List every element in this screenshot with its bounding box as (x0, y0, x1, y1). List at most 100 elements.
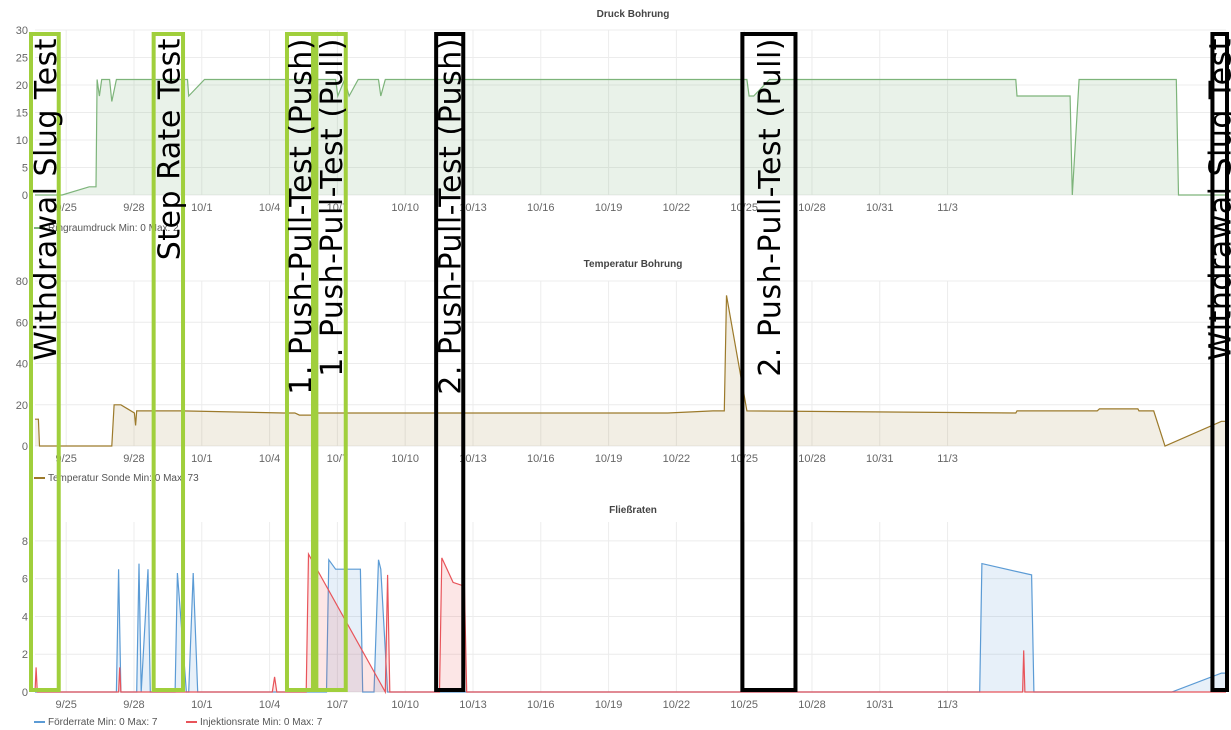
series-area-temperatur-sonde (35, 295, 1226, 446)
x-tick-label: 10/31 (866, 453, 894, 465)
series-line-injektionsrate (34, 551, 1226, 695)
y-tick-label: 2 (22, 649, 28, 661)
y-tick-label: 15 (16, 108, 28, 120)
x-tick-label: 9/28 (123, 453, 144, 465)
series-temperature (35, 295, 1226, 447)
chart-title-temperature: Temperatur Bohrung (584, 259, 683, 270)
x-tick-label: 10/22 (663, 699, 691, 711)
x-axis-temperature: 9/25 9/28 10/1 10/4 10/7 10/10 10/13 10/16 10/19… (55, 453, 957, 465)
series-pressure (35, 77, 1226, 196)
series-area-injektionsrate (35, 554, 1226, 692)
x-tick-label: 9/25 (55, 453, 76, 465)
y-tick-label: 30 (16, 25, 28, 37)
y-tick-label: 80 (16, 276, 28, 288)
annotation-label: 2. Push-Pull-Test (Pull) (753, 38, 788, 377)
chart-title-flow: Fließraten (609, 505, 657, 516)
x-tick-label: 10/25 (730, 699, 758, 711)
x-tick-label: 10/1 (191, 202, 212, 214)
x-tick-label: 9/28 (123, 202, 144, 214)
x-tick-label: 10/7 (327, 699, 348, 711)
annotation-box (29, 32, 61, 692)
y-tick-label: 60 (16, 317, 28, 329)
x-tick-label: 9/25 (55, 699, 76, 711)
legend-label-injektionsrate: Injektionsrate Min: 0 Max: 7 (200, 717, 323, 728)
series-line-f-rderrate (35, 557, 1226, 693)
x-tick-label: 10/19 (595, 453, 623, 465)
annotation-label: 1. Push-Pull-Test (Pull) (315, 38, 350, 377)
x-tick-label: 9/25 (55, 202, 76, 214)
x-tick-label: 9/28 (123, 699, 144, 711)
x-tick-label: 10/16 (527, 453, 555, 465)
annotation-label: Step Rate Test (152, 38, 187, 260)
x-tick-label: 10/16 (527, 202, 555, 214)
grid-flow (35, 522, 1226, 693)
y-axis-flow: 0 2 4 6 8 (22, 536, 28, 699)
panel-pressure: Druck Bohrung 0 5 10 15 20 25 30 9/25 9/28 10/1 1… (16, 9, 1226, 234)
panel-flow: Fließraten 0 2 4 6 8 9/25 9/28 10/1 10/4 10/7 10/… (22, 505, 1226, 728)
x-tick-label: 10/13 (459, 453, 487, 465)
x-tick-label: 10/31 (866, 699, 894, 711)
x-tick-label: 10/7 (327, 202, 348, 214)
x-tick-label: 10/22 (663, 453, 691, 465)
legend-label-foerderrate: Förderrate Min: 0 Max: 7 (48, 717, 158, 728)
x-tick-label: 10/1 (191, 699, 212, 711)
x-tick-label: 10/4 (259, 453, 280, 465)
x-tick-label: 10/31 (866, 202, 894, 214)
series-line-temperatur-sonde (35, 295, 1226, 447)
annotation-label: 2. Push-Pull-Test (Push) (434, 38, 469, 395)
y-tick-label: 20 (16, 80, 28, 92)
y-tick-label: 8 (22, 536, 28, 548)
chart-title-pressure: Druck Bohrung (597, 9, 670, 20)
x-tick-label: 10/22 (663, 202, 691, 214)
x-tick-label: 10/7 (327, 453, 348, 465)
legend-flow[interactable]: Förderrate Min: 0 Max: 7 Injektionsrate … (34, 717, 323, 728)
grid-temperature (35, 280, 1226, 447)
series-area-ringraumdruck (35, 79, 1226, 195)
series-flow (34, 551, 1226, 695)
x-tick-label: 10/4 (259, 202, 280, 214)
y-tick-label: 40 (16, 359, 28, 371)
x-tick-label: 10/10 (391, 202, 419, 214)
series-area-f-rderrate (35, 559, 1226, 692)
x-tick-label: 10/1 (191, 453, 212, 465)
y-tick-label: 5 (22, 163, 28, 175)
annotation-label: Withdrawal Slug Test (1204, 38, 1231, 361)
legend-pressure[interactable]: Ringraumdruck Min: 0 Max: 2 (34, 223, 179, 234)
panel-temperature: Temperatur Bohrung 0 20 40 60 80 9/25 9/28 10/… (16, 259, 1226, 484)
y-tick-label: 0 (22, 190, 28, 202)
annotation-box (434, 32, 466, 692)
y-tick-label: 25 (16, 53, 28, 65)
x-tick-label: 10/16 (527, 699, 555, 711)
x-axis-pressure: 9/25 9/28 10/1 10/4 10/7 10/10 10/13 10/16 10/19… (55, 202, 957, 214)
x-axis-flow: 9/25 9/28 10/1 10/4 10/7 10/10 10/13 10/16 10/19… (55, 699, 957, 711)
y-tick-label: 20 (16, 400, 28, 412)
y-tick-label: 10 (16, 135, 28, 147)
annotation-box (740, 32, 798, 692)
x-tick-label: 10/28 (798, 453, 826, 465)
annotation-label: 1. Push-Pull-Test (Push) (284, 38, 319, 395)
legend-label-ringraumdruck: Ringraumdruck Min: 0 Max: 2 (48, 223, 179, 234)
x-tick-label: 11/3 (937, 699, 958, 711)
series-line-ringraumdruck (35, 77, 1226, 196)
y-tick-label: 0 (22, 441, 28, 453)
annotation-box (314, 32, 348, 692)
x-tick-label: 10/10 (391, 453, 419, 465)
x-tick-label: 10/13 (459, 699, 487, 711)
y-axis-pressure: 0 5 10 15 20 25 30 (16, 25, 28, 202)
annotation-box (151, 32, 186, 692)
test-annotations: Withdrawal Slug Test Step Rate Test 1. Pus… (29, 32, 1231, 692)
annotation-box (1210, 32, 1229, 692)
x-tick-label: 10/28 (798, 699, 826, 711)
y-tick-label: 4 (22, 611, 28, 623)
x-tick-label: 10/19 (595, 699, 623, 711)
y-tick-label: 6 (22, 574, 28, 586)
annotation-box (284, 32, 315, 692)
x-tick-label: 11/3 (937, 202, 958, 214)
annotation-label: Withdrawal Slug Test (29, 38, 64, 361)
x-tick-label: 10/10 (391, 699, 419, 711)
legend-label-temperatur-sonde: Temperatur Sonde Min: 0 Max: 73 (48, 473, 199, 484)
x-tick-label: 11/3 (937, 453, 958, 465)
x-tick-label: 10/13 (459, 202, 487, 214)
grid-pressure (35, 29, 1226, 196)
